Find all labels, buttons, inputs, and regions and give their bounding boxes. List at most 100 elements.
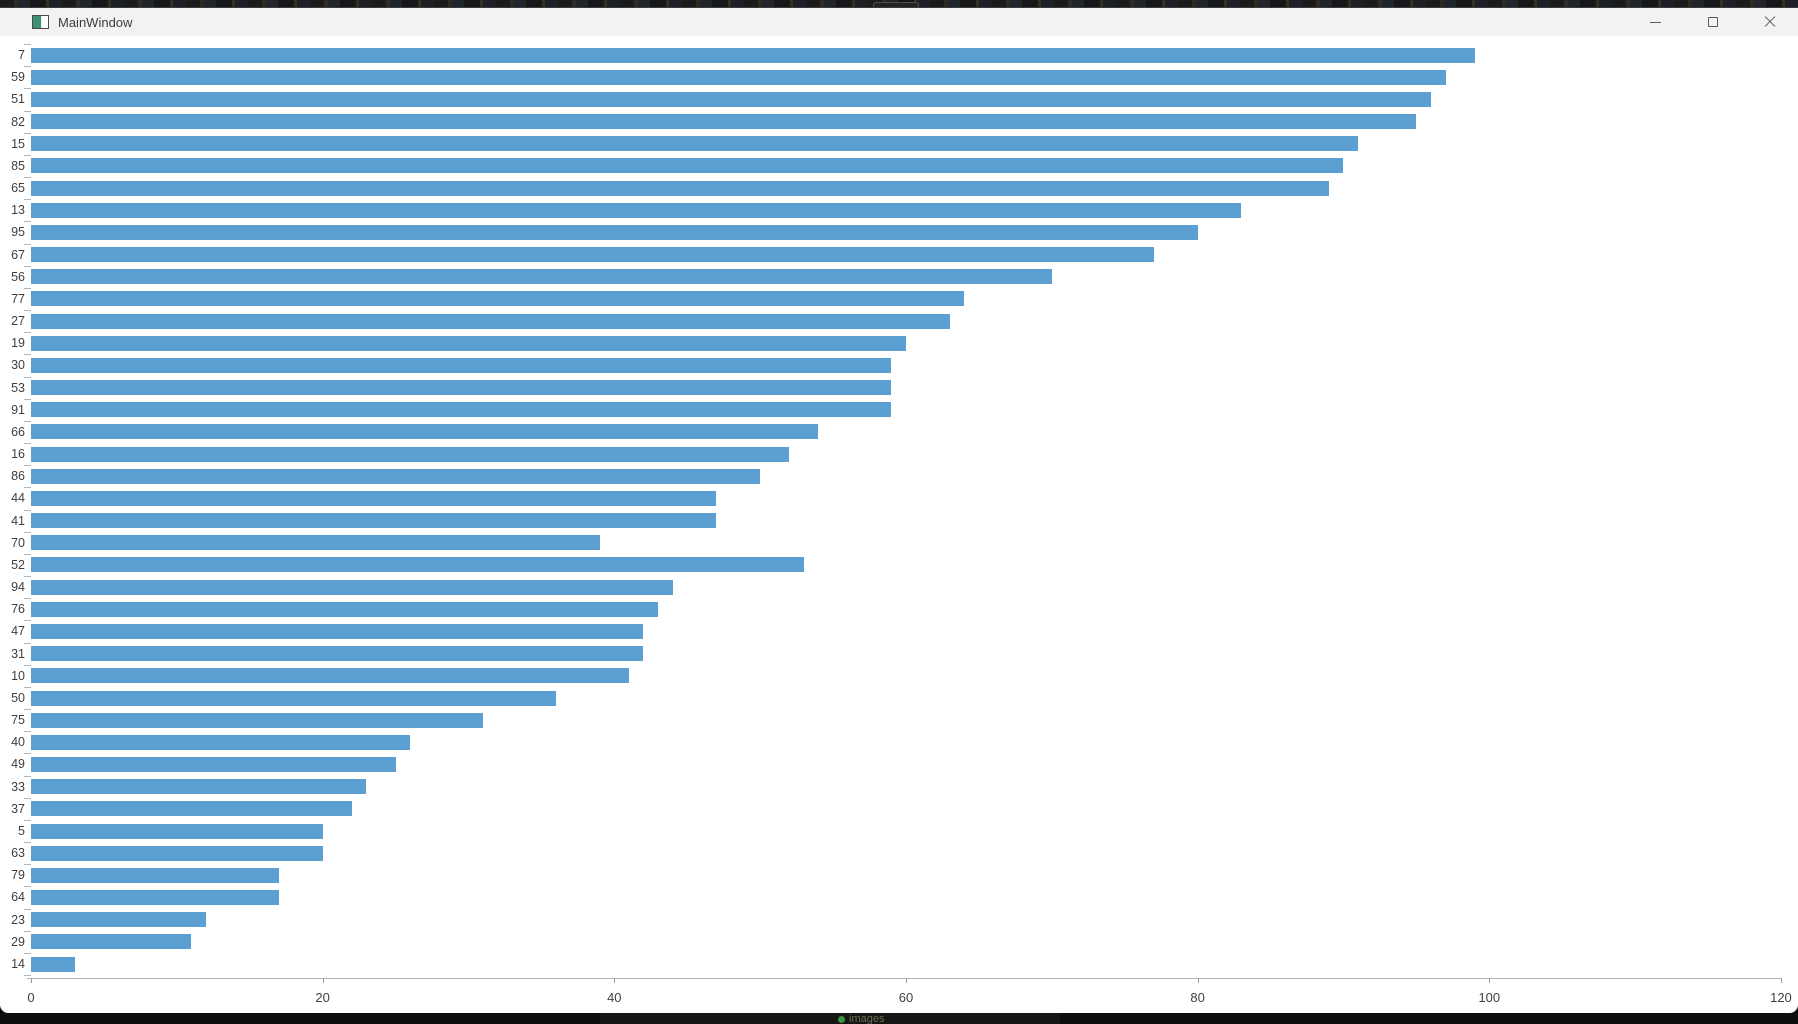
y-axis-tick xyxy=(24,243,31,245)
category-label: 65 xyxy=(11,181,25,196)
bar[interactable] xyxy=(31,867,279,883)
bar[interactable] xyxy=(31,601,659,617)
bar[interactable] xyxy=(31,557,804,573)
bar[interactable] xyxy=(31,668,629,684)
bar[interactable] xyxy=(31,380,892,396)
bar[interactable] xyxy=(31,91,1431,107)
minimize-button[interactable] xyxy=(1627,8,1684,36)
x-axis-tick-label: 0 xyxy=(27,990,35,1005)
bar[interactable] xyxy=(31,646,644,662)
bar[interactable] xyxy=(31,291,965,307)
bar[interactable] xyxy=(31,513,717,529)
x-axis-line xyxy=(27,978,1781,979)
bar[interactable] xyxy=(31,490,717,506)
y-axis-tick xyxy=(24,487,31,489)
category-label: 15 xyxy=(11,136,25,151)
y-axis-tick xyxy=(24,66,31,68)
category-label: 33 xyxy=(11,779,25,794)
bar[interactable] xyxy=(31,468,761,484)
bar[interactable] xyxy=(31,114,1417,130)
bar[interactable] xyxy=(31,402,892,418)
bar[interactable] xyxy=(31,69,1446,85)
y-axis-tick xyxy=(24,443,31,445)
category-label: 40 xyxy=(11,735,25,750)
category-label: 66 xyxy=(11,424,25,439)
category-label: 77 xyxy=(11,291,25,306)
bar[interactable] xyxy=(31,579,673,595)
x-axis-tick xyxy=(1489,978,1491,983)
bar[interactable] xyxy=(31,247,1154,263)
x-axis-tick-label: 40 xyxy=(607,990,622,1005)
bar[interactable] xyxy=(31,202,1242,218)
maximize-button[interactable] xyxy=(1684,8,1741,36)
bar[interactable] xyxy=(31,956,75,972)
y-axis-tick xyxy=(24,819,31,821)
y-axis-tick xyxy=(24,310,31,312)
bar[interactable] xyxy=(31,712,484,728)
y-axis-tick xyxy=(24,620,31,622)
category-label: 63 xyxy=(11,846,25,861)
bar[interactable] xyxy=(31,47,1475,63)
x-axis-tick-label: 80 xyxy=(1190,990,1205,1005)
category-label: 82 xyxy=(11,114,25,129)
y-axis-tick xyxy=(24,110,31,112)
y-axis-tick xyxy=(24,287,31,289)
bar[interactable] xyxy=(31,757,396,773)
category-label: 5 xyxy=(18,823,25,838)
bar[interactable] xyxy=(31,313,950,329)
bar[interactable] xyxy=(31,623,644,639)
category-label: 31 xyxy=(11,646,25,661)
category-label: 94 xyxy=(11,580,25,595)
taskbar-item[interactable]: images xyxy=(838,1013,884,1024)
y-axis-tick xyxy=(24,154,31,156)
x-axis-tick-label: 100 xyxy=(1478,990,1501,1005)
y-axis-tick xyxy=(24,731,31,733)
bar[interactable] xyxy=(31,269,1052,285)
y-axis-tick xyxy=(24,642,31,644)
bar[interactable] xyxy=(31,446,790,462)
category-label: 14 xyxy=(11,956,25,971)
window-titlebar[interactable]: MainWindow xyxy=(0,8,1798,36)
y-axis-tick xyxy=(24,132,31,134)
window-controls xyxy=(1627,8,1798,36)
bar[interactable] xyxy=(31,424,819,440)
category-label: 41 xyxy=(11,513,25,528)
y-axis-tick xyxy=(24,465,31,467)
y-axis-tick xyxy=(24,221,31,223)
y-axis-tick xyxy=(24,709,31,711)
app-icon xyxy=(32,15,49,29)
y-axis-tick xyxy=(24,598,31,600)
bar[interactable] xyxy=(31,890,279,906)
bar[interactable] xyxy=(31,224,1198,240)
x-axis-tick-label: 60 xyxy=(898,990,914,1005)
category-label: 30 xyxy=(11,358,25,373)
bar[interactable] xyxy=(31,535,600,551)
bar[interactable] xyxy=(31,136,1359,152)
category-label: 16 xyxy=(11,447,25,462)
bar[interactable] xyxy=(31,335,906,351)
y-axis-tick xyxy=(24,686,31,688)
category-label: 47 xyxy=(11,624,25,639)
category-label: 95 xyxy=(11,225,25,240)
category-label: 56 xyxy=(11,269,25,284)
bar[interactable] xyxy=(31,158,1344,174)
bar[interactable] xyxy=(31,912,206,928)
y-axis-tick xyxy=(24,509,31,511)
bar[interactable] xyxy=(31,180,1329,196)
bar[interactable] xyxy=(31,801,352,817)
bar[interactable] xyxy=(31,357,892,373)
bar[interactable] xyxy=(31,934,192,950)
bar[interactable] xyxy=(31,779,367,795)
category-label: 27 xyxy=(11,314,25,329)
bar-chart: 7 59 51 82 15 85 65 13 95 67 56 77 27 19 30 53 91 66 16 86 4… xyxy=(0,36,1798,1013)
category-label: 85 xyxy=(11,158,25,173)
bar[interactable] xyxy=(31,734,411,750)
category-label: 67 xyxy=(11,247,25,262)
bar[interactable] xyxy=(31,690,556,706)
y-axis-tick xyxy=(24,376,31,378)
bar[interactable] xyxy=(31,845,323,861)
bar[interactable] xyxy=(31,823,323,839)
category-label: 59 xyxy=(11,70,25,85)
x-axis-tick xyxy=(614,978,616,983)
close-button[interactable] xyxy=(1741,8,1798,36)
